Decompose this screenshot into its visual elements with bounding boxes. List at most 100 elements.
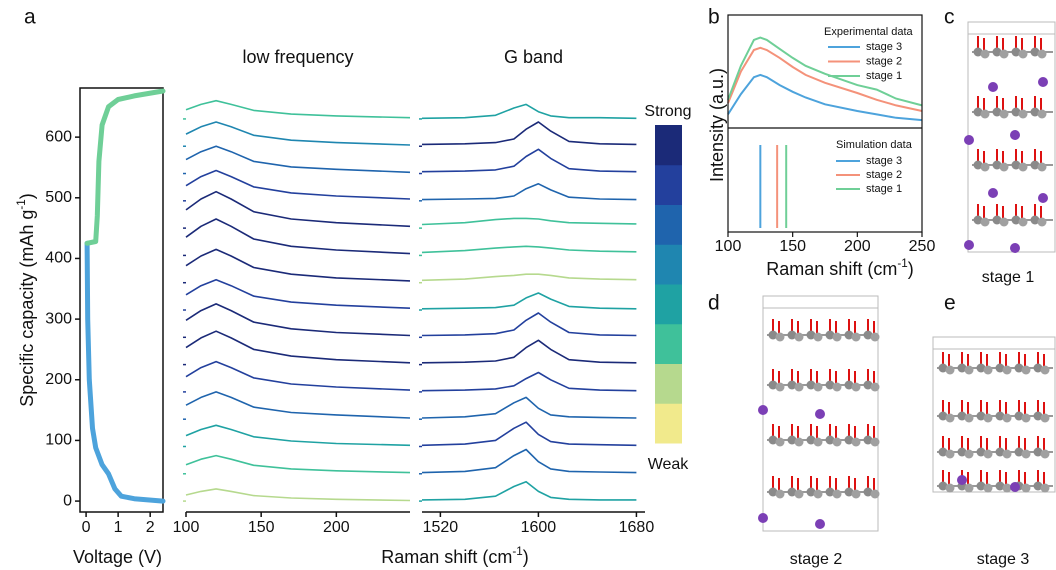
carbon-atom — [794, 332, 804, 342]
carbon-atom — [1002, 449, 1012, 459]
y-tick-label: 100 — [45, 432, 72, 449]
carbon-atom — [787, 330, 797, 340]
carbon-atom — [870, 382, 880, 392]
legend-label: stage 3 — [866, 155, 902, 167]
label-part: -1 — [897, 257, 907, 270]
carbon-atom — [768, 435, 778, 445]
colorbar-max-label: Strong — [644, 103, 691, 120]
carbon-atom — [787, 380, 797, 390]
label-part: ) — [908, 259, 914, 279]
carbon-atom — [825, 380, 835, 390]
carbon-atom — [945, 449, 955, 459]
carbon-atom — [851, 332, 861, 342]
carbon-atom — [964, 483, 974, 493]
carbon-atom — [844, 330, 854, 340]
structure-label: stage 3 — [977, 551, 1030, 568]
colorbar-step — [655, 244, 682, 285]
carbon-atom — [980, 217, 990, 227]
carbon-atom — [1037, 217, 1047, 227]
capacity-curve — [84, 240, 166, 504]
carbon-atom — [1018, 162, 1028, 172]
carbon-atom — [1002, 365, 1012, 375]
x-axis-label: Raman shift (cm-1) — [381, 545, 528, 567]
spectrum-trace — [421, 480, 637, 501]
cell-frame — [932, 336, 1056, 493]
carbon-atom — [787, 487, 797, 497]
carbon-atom — [775, 382, 785, 392]
spectrum-trace — [185, 248, 411, 282]
label-part: -1 — [512, 545, 522, 558]
legend-title: Experimental data — [824, 26, 914, 38]
carbon-atom — [938, 363, 948, 373]
carbon-atom — [806, 487, 816, 497]
carbon-atom — [983, 483, 993, 493]
carbon-atom — [844, 380, 854, 390]
spectrum-trace — [185, 391, 411, 419]
carbon-atom — [1040, 365, 1050, 375]
carbon-atom — [1018, 217, 1028, 227]
legend-label: stage 2 — [866, 169, 902, 181]
carbon-atom — [980, 109, 990, 119]
k-atom — [1010, 130, 1020, 140]
carbon-atom — [768, 487, 778, 497]
panel-label: c — [944, 6, 955, 29]
carbon-atom — [813, 437, 823, 447]
carbon-atom — [1040, 413, 1050, 423]
carbon-atom — [1011, 47, 1021, 57]
x-axis-label: Raman shift (cm-1) — [766, 257, 913, 279]
k-atom — [758, 405, 768, 415]
colorbar-step — [655, 125, 682, 166]
carbon-atom — [863, 435, 873, 445]
carbon-atom — [995, 411, 1005, 421]
carbon-atom — [768, 330, 778, 340]
y-tick-label: 600 — [45, 128, 72, 145]
label-part: ) — [17, 193, 37, 199]
k-atom — [1038, 193, 1048, 203]
y-tick-label: 200 — [45, 371, 72, 388]
capacity-curve — [84, 88, 166, 246]
spectrum — [727, 46, 923, 112]
spectrum — [727, 36, 923, 107]
panel-label: d — [708, 292, 720, 315]
carbon-atom — [794, 382, 804, 392]
y-tick-label: 400 — [45, 250, 72, 267]
x-tick-label: 100 — [173, 519, 200, 536]
carbon-atom — [1014, 411, 1024, 421]
carbon-atom — [775, 489, 785, 499]
carbon-atom — [1021, 449, 1031, 459]
carbon-atom — [1011, 215, 1021, 225]
carbon-atom — [1021, 413, 1031, 423]
carbon-atom — [1040, 483, 1050, 493]
carbon-atom — [999, 217, 1009, 227]
spectrum-trace — [421, 371, 637, 392]
carbon-atom — [973, 215, 983, 225]
k-atom — [957, 475, 967, 485]
carbon-atom — [938, 447, 948, 457]
legend-label: stage 1 — [866, 70, 902, 82]
panel-title: G band — [504, 47, 563, 67]
spectrum-trace — [421, 273, 637, 282]
carbon-atom — [992, 160, 1002, 170]
spectrum-trace — [421, 103, 637, 120]
carbon-atom — [945, 413, 955, 423]
k-atom — [988, 188, 998, 198]
x-tick-label: 200 — [844, 238, 871, 255]
carbon-atom — [870, 489, 880, 499]
carbon-atom — [1011, 107, 1021, 117]
legend-label: stage 2 — [866, 55, 902, 67]
carbon-atom — [775, 437, 785, 447]
carbon-atom — [938, 411, 948, 421]
carbon-atom — [1037, 49, 1047, 59]
axes-frame — [727, 14, 923, 233]
x-axis-label: Voltage (V) — [73, 547, 162, 567]
structure-label: stage 1 — [982, 269, 1035, 286]
panel-title: low frequency — [242, 47, 353, 67]
label-part: Raman shift (cm — [766, 259, 897, 279]
k-atom — [964, 135, 974, 145]
carbon-atom — [863, 380, 873, 390]
x-tick-label: 250 — [909, 238, 936, 255]
carbon-atom — [832, 382, 842, 392]
spectrum-trace — [421, 448, 637, 474]
spectrum-trace — [421, 148, 637, 173]
k-atom — [815, 409, 825, 419]
